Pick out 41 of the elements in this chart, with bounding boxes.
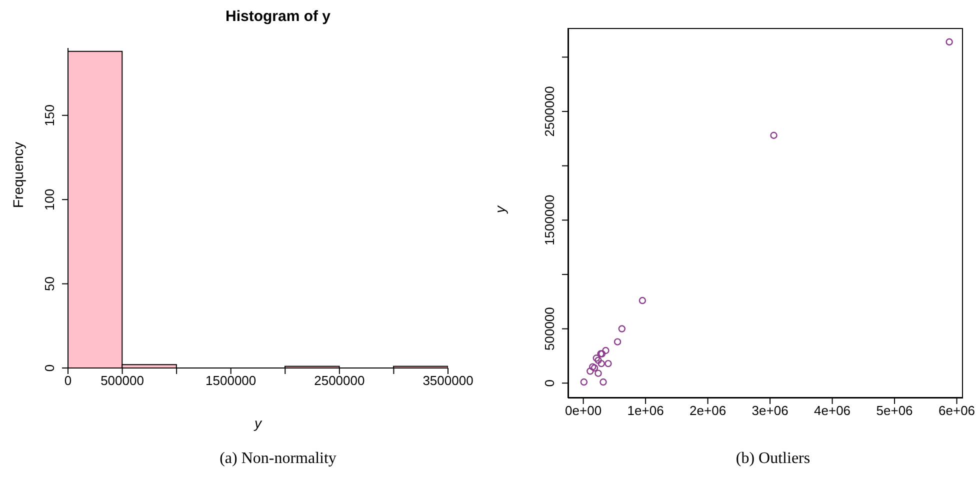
- x-tick-label: 0: [64, 373, 72, 388]
- point: [602, 346, 610, 354]
- x-tick-label: 2e+06: [690, 403, 726, 418]
- x-tick-label: 3500000: [422, 373, 474, 388]
- y-axis-title: y: [492, 205, 508, 214]
- point: [580, 378, 588, 386]
- y-axis-title: Frequency: [10, 142, 26, 208]
- point: [598, 360, 605, 368]
- point: [618, 325, 626, 332]
- text: (a) Non-normality: [218, 450, 338, 468]
- y-tick-label: 150: [42, 104, 57, 126]
- x-tick-label: 1500000: [206, 373, 256, 388]
- x-tick-label: 5e+06: [876, 403, 913, 418]
- point: [600, 378, 607, 386]
- point: [590, 364, 598, 372]
- point: [594, 370, 602, 377]
- x-axis-title: y: [254, 415, 262, 431]
- point: [770, 132, 778, 139]
- y-tick-label: 0: [42, 364, 57, 372]
- point: [614, 338, 622, 346]
- point: [592, 354, 600, 362]
- y-tick-label: 1500000: [542, 194, 557, 246]
- x-tick-label: 0e+00: [565, 403, 602, 418]
- chart-title: Histogram of y: [224, 8, 332, 25]
- point: [589, 363, 596, 370]
- x-tick-label: 1e+06: [627, 403, 664, 418]
- x-tick-label: 4e+06: [814, 403, 851, 418]
- x-tick-label: 2500000: [314, 373, 365, 388]
- point: [594, 356, 602, 364]
- y-tick-label: 2500000: [542, 86, 557, 137]
- text: (b) Outliers: [734, 450, 812, 468]
- y-tick-label: 50: [42, 276, 57, 292]
- x-tick-label: 500000: [100, 373, 144, 388]
- x-tick-label: 6e+06: [938, 403, 976, 418]
- point: [604, 360, 612, 368]
- x-tick-label: 3e+06: [752, 403, 788, 418]
- y-tick-label: 100: [42, 188, 57, 210]
- y-tick-label: 500000: [542, 307, 557, 350]
- point: [946, 38, 953, 46]
- point: [586, 368, 594, 375]
- point: [638, 296, 646, 304]
